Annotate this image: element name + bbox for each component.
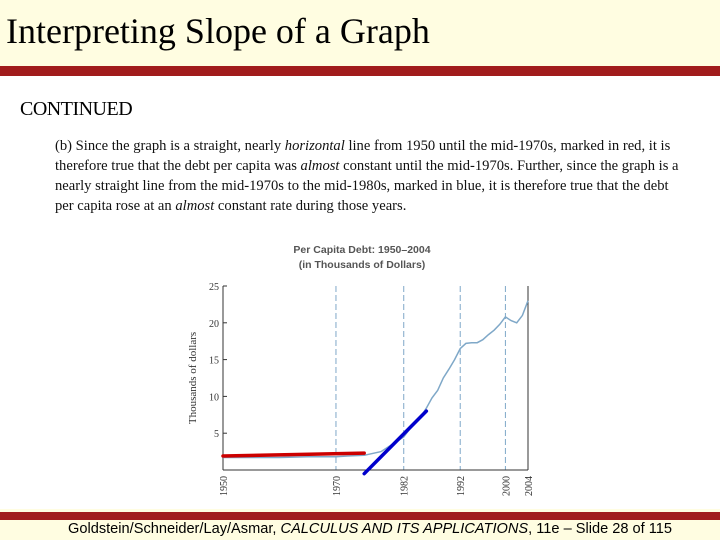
chart-title-line2: (in Thousands of Dollars) bbox=[299, 259, 426, 271]
x-tick-label-2000: 2000 bbox=[501, 476, 512, 496]
tick-labels: 5 10 15 20 25 1950 1970 1982 1992 2000 2004 bbox=[209, 282, 535, 496]
y-tick-label-10: 10 bbox=[209, 392, 219, 403]
y-tick-label-15: 15 bbox=[209, 356, 219, 367]
y-axis-label: Thousands of dollars bbox=[187, 332, 199, 424]
blue-highlight-segment bbox=[362, 409, 429, 476]
title-divider bbox=[0, 66, 720, 76]
paragraph-text-2: line from 1950 until the mid-1970s, mark… bbox=[55, 138, 671, 174]
paragraph-emphasis-3: almost bbox=[175, 198, 215, 214]
y-tick-label-5: 5 bbox=[214, 429, 219, 440]
paragraph-text-1: (b) Since the graph is a straight, nearl… bbox=[55, 138, 285, 154]
x-tick-label-2004: 2004 bbox=[524, 476, 535, 496]
footer-divider bbox=[0, 512, 720, 520]
footer-authors: Goldstein/Schneider/Lay/Asmar, bbox=[68, 521, 281, 537]
red-highlight-segment bbox=[221, 451, 366, 458]
paragraph-text-3: constant until the mid-1970s. Further, s… bbox=[55, 158, 679, 214]
footer-divider-light bbox=[0, 509, 720, 512]
gridlines bbox=[335, 286, 506, 470]
footer-band bbox=[0, 520, 720, 540]
debt-series-line bbox=[223, 300, 529, 459]
section-subheading: CONTINUED bbox=[20, 98, 133, 120]
footer-book-title: CALCULUS AND ITS APPLICATIONS bbox=[280, 521, 529, 537]
highlight-segments bbox=[221, 409, 429, 476]
title-band bbox=[0, 0, 720, 66]
x-tick-label-1950: 1950 bbox=[219, 476, 230, 496]
footer-citation: Goldstein/Schneider/Lay/Asmar, CALCULUS … bbox=[68, 520, 708, 538]
paragraph-emphasis-2: almost bbox=[300, 158, 340, 174]
axes bbox=[222, 285, 529, 471]
paragraph-emphasis-1: horizontal bbox=[284, 138, 345, 154]
explanation-paragraph: (b) Since the graph is a straight, nearl… bbox=[55, 136, 690, 216]
x-tick-label-1970: 1970 bbox=[332, 476, 343, 496]
paragraph-text-4: constant rate during those years. bbox=[214, 198, 407, 214]
slide-title: Interpreting Slope of a Graph bbox=[6, 11, 430, 51]
y-tick-label-25: 25 bbox=[209, 282, 219, 293]
y-tick-label-20: 20 bbox=[209, 319, 219, 330]
data-series bbox=[223, 300, 529, 459]
x-tick-label-1992: 1992 bbox=[456, 476, 467, 496]
debt-chart: Per Capita Debt: 1950–2004 (in Thousands… bbox=[187, 244, 535, 496]
footer-slide-info: , 11e – Slide 28 of 115 bbox=[528, 521, 673, 537]
chart-title-line1: Per Capita Debt: 1950–2004 bbox=[293, 244, 430, 256]
x-tick-label-1982: 1982 bbox=[400, 476, 411, 496]
